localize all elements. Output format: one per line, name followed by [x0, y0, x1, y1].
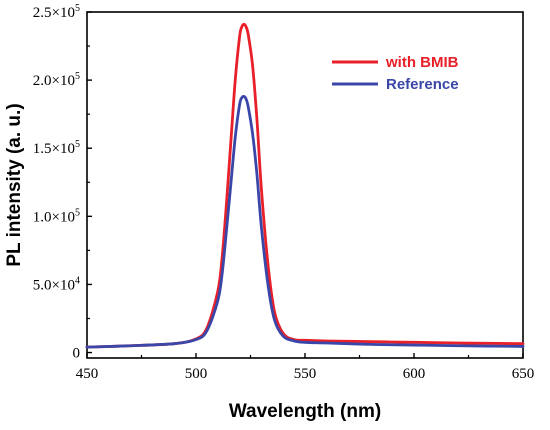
- series-line-with-bmib: [85, 22, 525, 349]
- y-tick-exponent: 5: [75, 139, 80, 150]
- y-axis-title: PL intensity (a. u.): [4, 103, 25, 266]
- y-tick-label: 5.0×104: [33, 275, 80, 293]
- y-tick-exponent: 5: [75, 71, 80, 82]
- x-tick-label: 500: [185, 366, 208, 382]
- legend: with BMIB Reference: [332, 54, 459, 93]
- x-tick-label: 450: [76, 366, 99, 382]
- y-tick-exponent: 5: [75, 207, 80, 218]
- y-tick-mantissa: 5.0×10: [33, 277, 75, 293]
- series-layer: [85, 22, 525, 349]
- y-tick-mantissa: 1.0×10: [33, 209, 75, 225]
- y-tick-mantissa: 1.5×10: [33, 141, 75, 157]
- x-axis-title: Wavelength (nm): [229, 401, 381, 422]
- series-line-reference: [85, 94, 525, 349]
- y-tick-label: 2.5×105: [33, 3, 80, 21]
- y-tick-mantissa: 0: [73, 346, 81, 362]
- legend-label: Reference: [386, 76, 459, 93]
- y-tick-exponent: 4: [75, 275, 80, 286]
- y-tick-label: 1.5×105: [33, 139, 80, 157]
- y-tick-mantissa: 2.5×10: [33, 5, 75, 21]
- x-axis: 450 500 550 600 650: [76, 353, 535, 382]
- y-tick-mantissa: 2.0×10: [33, 73, 75, 89]
- x-tick-label: 600: [403, 366, 426, 382]
- y-tick-exponent: 5: [75, 3, 80, 14]
- legend-label: with BMIB: [385, 54, 459, 71]
- x-tick-label: 650: [512, 366, 535, 382]
- y-tick-label: 1.0×105: [33, 207, 80, 225]
- y-tick-label: 0: [73, 346, 81, 362]
- x-tick-label: 550: [294, 366, 317, 382]
- y-tick-label: 2.0×105: [33, 71, 80, 89]
